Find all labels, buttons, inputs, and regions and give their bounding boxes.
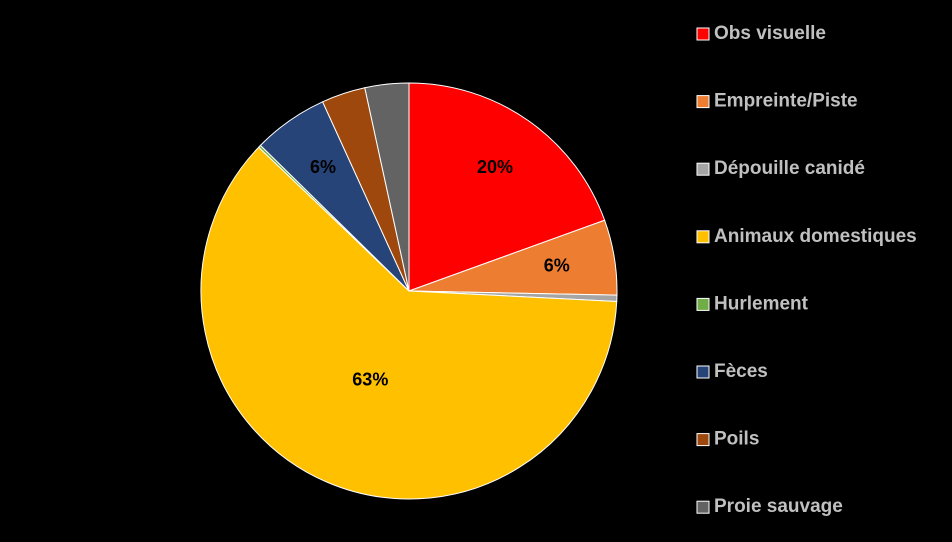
pie-slice [200,146,618,500]
legend-label: Hurlement [714,293,809,314]
legend-label: Proie sauvage [714,496,843,517]
pie-slice [364,82,410,292]
legend-label: Obs visuelle [714,23,826,44]
legend-swatch [696,230,710,244]
legend-swatch [696,365,710,379]
legend-label: Poils [714,429,759,450]
legend-label: Animaux domestiques [714,226,917,247]
legend-swatch [696,27,710,41]
slice-label: 6% [544,255,570,275]
legend-swatch [696,95,710,109]
pie-slice [408,82,606,292]
legend-label: Fèces [714,361,768,382]
legend-swatch [696,433,710,447]
legend-swatch [696,500,710,514]
legend-label: Empreinte/Piste [714,91,858,112]
slice-label: 63% [352,370,388,390]
slice-label: 6% [310,157,336,177]
legend-swatch [696,297,710,311]
legend-swatch [696,162,710,176]
legend-label: Dépouille canidé [714,158,865,179]
slice-label: 20% [477,157,513,177]
